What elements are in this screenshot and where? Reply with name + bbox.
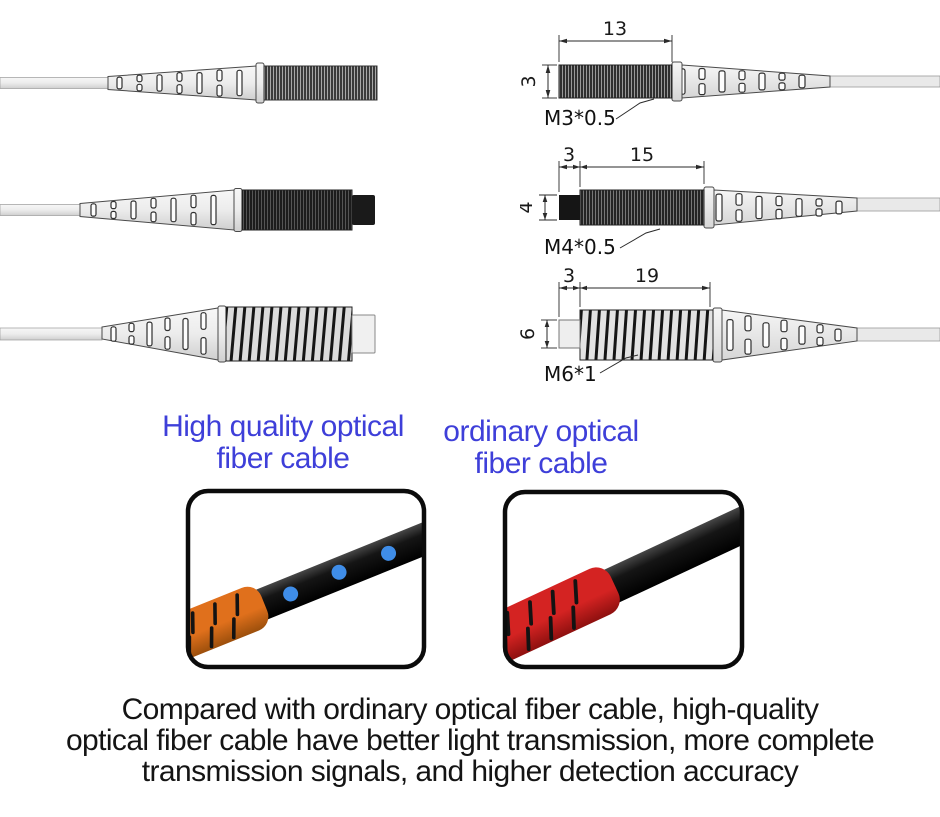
thread-spec-label: M3*0.5 [544,106,616,130]
collar [217,305,227,363]
drawing-m4: 3 15 4 M4*0.5 [520,144,940,259]
ordinary-cable-title: ordinary optical fiber cable [361,416,721,480]
photo-border [185,488,427,670]
title-line: fiber cable [474,447,608,480]
cable-sleeve-orange [189,586,269,666]
thread-spec-label: M4*0.5 [544,235,616,259]
thread-m4 [579,189,705,226]
high-quality-cable-title: High quality optical fiber cable [103,411,463,475]
photo-border [502,489,745,670]
title-line: ordinary optical [443,415,639,448]
dimension-diameter: 6 [520,319,557,349]
cable-lead [829,75,940,88]
collar [712,307,723,363]
cable-assembly [189,492,423,666]
thread-m4 [241,189,353,231]
dim-tip-label: 3 [563,144,575,166]
sensor-tip [558,319,581,349]
cable-lead [0,77,109,89]
footer-line-2: optical fiber cable have better light tr… [65,724,875,757]
drawing-m3: 13 3 M3*0.5 [520,18,940,130]
strain-relief-taper [107,65,257,101]
thread-spec-label: M6*1 [544,362,597,386]
thread-m3 [558,64,673,99]
dimension-diameter: 4 [520,194,557,221]
drawing-m6: 3 19 6 M6*1 [520,265,940,386]
cable-lead [856,197,940,212]
probe-photo-m3 [0,62,378,104]
title-line: fiber cable [216,442,350,475]
thread-m6 [225,306,353,362]
strain-relief-slots [726,315,842,355]
dimension-length: 3 15 [558,144,705,192]
probe-photo-m4 [0,188,375,232]
dimension-diameter: 3 [520,64,557,99]
dim-tip-label: 3 [563,265,575,287]
fiber-cable-black [596,493,741,606]
fiber-emission-dots [283,545,397,602]
thread-m6 [579,309,714,361]
title-line: High quality optical [162,410,404,443]
dim-length-label: 19 [635,265,659,287]
thread-spec-leader [615,98,655,120]
sensor-tip-nut [352,195,375,225]
sensor-tip-nut [559,195,580,220]
probe-photo-m6 [0,305,376,363]
strain-relief-slots [116,69,243,97]
fiber-cable-black [248,492,423,622]
strain-relief-slots [90,194,217,226]
cable-lead [856,327,940,342]
dim-diameter-label: 3 [520,75,540,87]
collar [671,61,683,102]
thread-spec-leader [619,228,661,249]
strain-relief-slots [715,193,843,222]
sleeve-slash-marks [506,579,579,662]
dim-length-label: 15 [630,144,654,166]
dim-length-label: 13 [603,18,627,40]
cable-lead [0,204,81,216]
collar [233,188,243,232]
dimension-length: 13 [558,18,673,62]
sensor-tip [351,314,376,354]
strain-relief-slots [110,312,207,355]
collar [703,186,715,229]
dim-diameter-label: 6 [520,328,539,340]
collar [255,62,265,104]
ordinary-cable-photo [502,489,745,670]
footer-description: Compared with ordinary optical fiber cab… [0,694,940,787]
footer-line-3: transmission signals, and higher detecti… [141,755,799,788]
dim-diameter-label: 4 [520,201,537,213]
cable-assembly [506,493,741,666]
cable-lead [0,327,103,341]
high-quality-cable-photo [185,488,427,670]
cable-sleeve-red [506,567,620,666]
footer-line-1: Compared with ordinary optical fiber cab… [121,693,819,726]
thread-m3 [263,65,378,101]
thread-spec-leader [599,354,639,374]
dimension-length: 3 19 [558,265,711,317]
